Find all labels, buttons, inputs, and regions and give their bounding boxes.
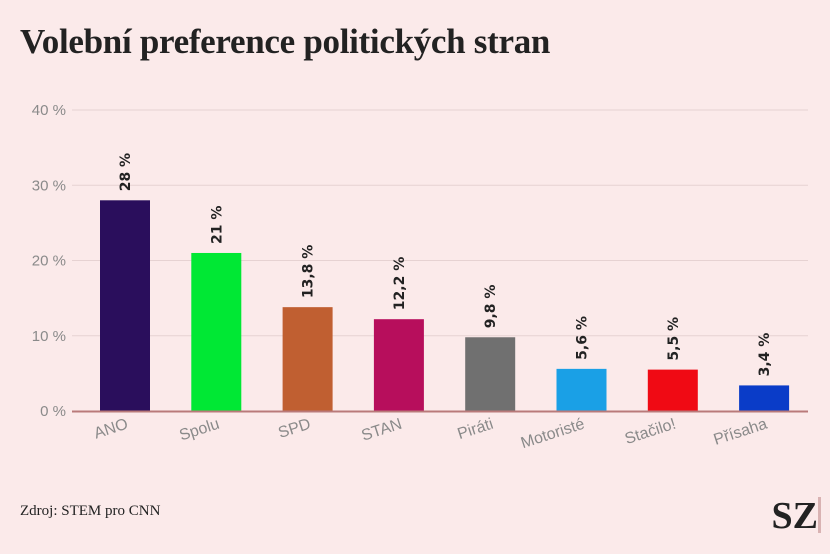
value-labels: 28 % 21 % 13,8 % 12,2 % 9,8 % 5,6 % 5,5 % 3,4 % <box>118 153 773 377</box>
y-tick-label: 30 % <box>32 177 66 194</box>
value-label: 9,8 % <box>483 285 499 329</box>
chart-title: Volební preference politických stran <box>20 22 551 61</box>
publisher-logo: SZ <box>771 495 818 537</box>
value-label: 21 % <box>209 206 225 244</box>
value-label: 28 % <box>118 153 134 191</box>
y-axis-ticks: 0 % 10 % 20 % 30 % 40 % <box>32 102 66 420</box>
value-label: 5,6 % <box>575 316 591 360</box>
bar-7 <box>647 369 698 411</box>
category-label: Motoristé <box>519 416 587 453</box>
value-label: 5,5 % <box>666 317 682 361</box>
category-label: STAN <box>359 416 404 445</box>
bar-2 <box>191 252 242 411</box>
y-tick-label: 40 % <box>32 102 66 119</box>
bar-5 <box>465 337 516 411</box>
bars <box>100 200 790 411</box>
category-label: Stačilo! <box>623 416 678 448</box>
value-label: 3,4 % <box>757 333 773 377</box>
category-label: SPD <box>276 416 313 442</box>
bar-4 <box>373 319 424 411</box>
category-label: Spolu <box>177 416 221 445</box>
y-tick-label: 0 % <box>40 403 66 420</box>
bar-8 <box>739 385 790 411</box>
category-label: ANO <box>92 416 130 443</box>
gridlines <box>72 109 808 337</box>
bar-1 <box>100 200 150 411</box>
bar-3 <box>282 307 333 411</box>
category-label: Přísaha <box>712 416 770 449</box>
logo-accent-bar <box>818 497 821 533</box>
source-note: Zdroj: STEM pro CNN <box>20 503 161 519</box>
y-tick-label: 10 % <box>32 328 66 345</box>
value-label: 12,2 % <box>392 257 408 310</box>
y-tick-label: 20 % <box>32 253 66 270</box>
category-labels: ANO Spolu SPD STAN Piráti Motoristé Stačilo! Př… <box>92 416 769 453</box>
value-label: 13,8 % <box>301 245 317 298</box>
category-label: Piráti <box>456 416 496 443</box>
bar-6 <box>556 368 607 411</box>
